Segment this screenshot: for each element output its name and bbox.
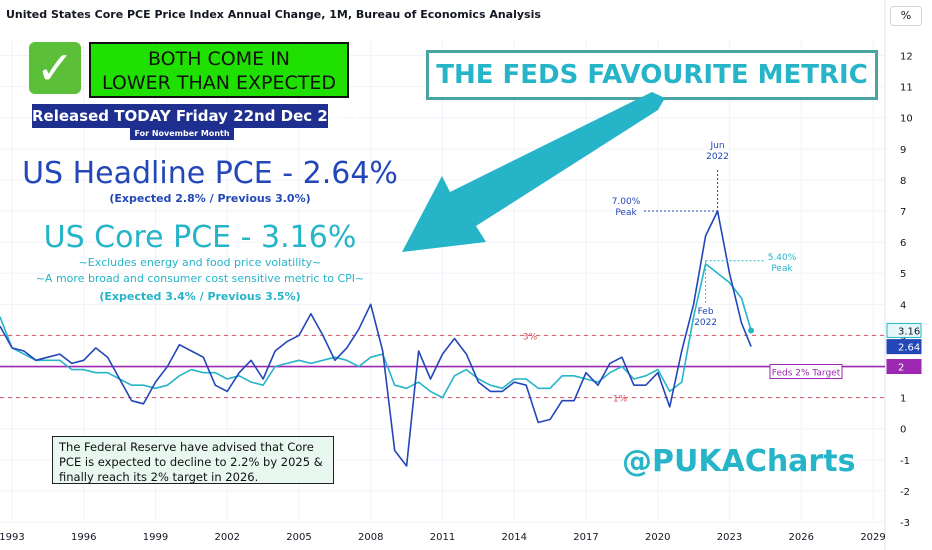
core-pce-sub3: (Expected 3.4% / Previous 3.5%) bbox=[99, 290, 301, 303]
ref-label-3: 3% bbox=[523, 332, 538, 342]
arrow-icon bbox=[402, 92, 665, 252]
x-tick-label: 2017 bbox=[573, 532, 598, 543]
y-tick-label: 0 bbox=[900, 425, 906, 436]
both-line1: BOTH COME IN bbox=[147, 48, 291, 70]
y-tick-label: 4 bbox=[900, 300, 906, 311]
core-end-dot bbox=[748, 327, 755, 334]
unit-toggle-button[interactable]: % bbox=[890, 6, 922, 26]
watermark: @PUKACharts bbox=[622, 444, 856, 479]
annot-peak54-label: Peak bbox=[771, 264, 793, 274]
annot-jun-year: 2022 bbox=[706, 152, 729, 162]
x-tick-label: 2023 bbox=[717, 532, 742, 543]
last-value-label: 3.16 bbox=[898, 326, 920, 337]
feds-favourite-banner: THE FEDS FAVOURITE METRIC bbox=[426, 50, 878, 100]
headline-pce-sub: (Expected 2.8% / Previous 3.0%) bbox=[109, 192, 311, 205]
x-tick-label: 2011 bbox=[430, 532, 455, 543]
released-banner: Released TODAY Friday 22nd Dec 2023 bbox=[32, 104, 359, 128]
y-tick-label: 10 bbox=[900, 114, 913, 125]
x-tick-label: 2026 bbox=[789, 532, 814, 543]
headline-pce-title: US Headline PCE - 2.64% bbox=[22, 156, 398, 191]
last-value-label: 2.64 bbox=[898, 343, 920, 354]
fed-note-box: The Federal Reserve have advised that Co… bbox=[52, 436, 334, 484]
y-tick-label: 6 bbox=[900, 238, 906, 249]
target-label-box bbox=[769, 364, 843, 380]
last-value-box bbox=[886, 322, 922, 338]
annot-peak7: 7.00% bbox=[612, 197, 641, 207]
annot-feb: Feb bbox=[698, 307, 714, 317]
last-value-box bbox=[886, 339, 922, 355]
y-tick-label: 11 bbox=[900, 83, 913, 94]
y-tick-label: 1 bbox=[900, 394, 906, 405]
x-tick-label: 2020 bbox=[645, 532, 670, 543]
y-tick-label: -3 bbox=[900, 518, 910, 529]
x-tick-label: 2029 bbox=[860, 532, 885, 543]
y-tick-label: 5 bbox=[900, 269, 906, 280]
x-tick-label: 2014 bbox=[502, 532, 527, 543]
y-tick-label: 7 bbox=[900, 207, 906, 218]
y-tick-label: 9 bbox=[900, 145, 906, 156]
y-tick-label: -1 bbox=[900, 456, 910, 467]
last-value-box bbox=[886, 359, 922, 375]
annot-peak7-label: Peak bbox=[615, 208, 637, 218]
last-value-label: 2 bbox=[898, 363, 904, 374]
both-lower-banner: BOTH COME IN LOWER THAN EXPECTED bbox=[89, 42, 349, 98]
x-tick-label: 2005 bbox=[286, 532, 311, 543]
headline-pce-line bbox=[0, 210, 752, 467]
annot-jun: Jun bbox=[710, 141, 725, 151]
annot-feb-year: 2022 bbox=[694, 318, 717, 328]
chart-title: United States Core PCE Price Index Annua… bbox=[6, 8, 541, 21]
x-tick-label: 1993 bbox=[0, 532, 25, 543]
x-tick-label: 2008 bbox=[358, 532, 383, 543]
core-pce-sub2: ~A more broad and consumer cost sensitiv… bbox=[35, 272, 365, 285]
checkmark-icon: ✓ bbox=[29, 42, 81, 94]
x-tick-label: 2002 bbox=[215, 532, 240, 543]
annot-peak54: 5.40% bbox=[768, 253, 797, 263]
both-line2: LOWER THAN EXPECTED bbox=[101, 72, 337, 94]
y-tick-label: 12 bbox=[900, 52, 913, 63]
x-tick-label: 1996 bbox=[71, 532, 96, 543]
x-tick-label: 1999 bbox=[143, 532, 168, 543]
ref-label-1: 1% bbox=[613, 395, 628, 405]
y-tick-label: 8 bbox=[900, 176, 906, 187]
core-pce-sub1: ~Excludes energy and food price volatili… bbox=[78, 256, 322, 269]
for-month-banner: For November Month bbox=[130, 127, 234, 140]
core-pce-title: US Core PCE - 3.16% bbox=[43, 220, 357, 255]
target-label: Feds 2% Target bbox=[772, 369, 841, 379]
y-tick-label: -2 bbox=[900, 487, 910, 498]
